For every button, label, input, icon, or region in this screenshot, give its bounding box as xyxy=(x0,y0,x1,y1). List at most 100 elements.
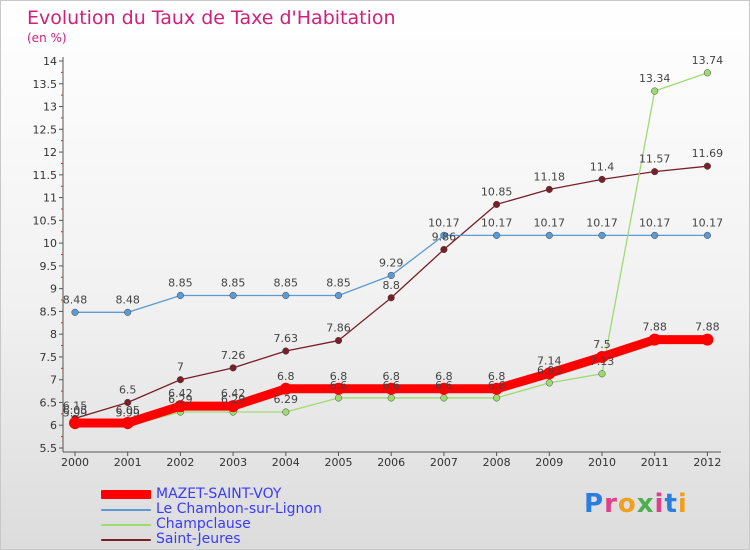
data-label: 6.6 xyxy=(330,379,348,392)
data-label: 6.5 xyxy=(119,383,137,396)
data-label: 8.85 xyxy=(221,276,246,289)
data-point xyxy=(334,337,343,345)
data-point xyxy=(493,200,501,208)
data-point xyxy=(385,382,398,395)
data-label: 6.93 xyxy=(537,364,562,377)
data-label: 6.05 xyxy=(63,404,88,417)
data-label: 6.15 xyxy=(63,399,88,412)
y-tick-label: 10.5 xyxy=(33,214,58,227)
data-point xyxy=(651,87,659,95)
y-tick-label: 6.5 xyxy=(40,396,58,409)
data-label: 7.88 xyxy=(695,321,720,334)
x-tick-label: 2009 xyxy=(535,456,563,469)
data-point xyxy=(279,382,292,395)
data-label: 7.88 xyxy=(642,321,667,334)
x-tick-label: 2003 xyxy=(219,456,247,469)
data-label: 9.29 xyxy=(379,256,404,269)
data-point xyxy=(229,364,237,372)
data-label: 5.99 xyxy=(63,407,88,420)
x-tick-label: 2011 xyxy=(641,456,669,469)
x-tick-label: 2002 xyxy=(166,456,194,469)
data-point xyxy=(598,231,606,239)
x-tick-label: 2008 xyxy=(483,456,511,469)
x-tick-label: 2000 xyxy=(61,456,89,469)
data-point xyxy=(282,291,290,300)
y-tick-label: 7 xyxy=(50,374,57,387)
data-label: 10.17 xyxy=(481,216,513,229)
data-point xyxy=(598,370,606,378)
x-tick-label: 2001 xyxy=(114,456,142,469)
x-tick-label: 2006 xyxy=(377,456,405,469)
data-point xyxy=(227,400,240,413)
data-label: 10.17 xyxy=(428,216,460,229)
logo-letter: P xyxy=(584,489,605,519)
data-label: 6.8 xyxy=(330,370,348,383)
logo-letter: x xyxy=(636,489,655,519)
data-point xyxy=(703,231,711,239)
data-point xyxy=(545,379,553,387)
data-label: 6.29 xyxy=(168,393,193,406)
y-tick-label: 9.5 xyxy=(40,260,58,273)
data-label: 6.8 xyxy=(382,370,400,383)
data-label: 8.85 xyxy=(326,276,351,289)
data-label: 7.14 xyxy=(537,354,562,367)
data-label: 7.26 xyxy=(221,349,246,362)
data-point xyxy=(334,291,343,300)
chart-subtitle: (en %) xyxy=(27,31,67,45)
data-point xyxy=(387,294,395,302)
data-point xyxy=(440,394,448,402)
x-tick-label: 2005 xyxy=(325,456,353,469)
data-label: 6.6 xyxy=(435,379,453,392)
legend-swatch xyxy=(101,539,151,541)
y-tick-label: 8.5 xyxy=(40,305,58,318)
data-label: 8.48 xyxy=(115,293,140,306)
x-tick-label: 2007 xyxy=(430,456,458,469)
y-tick-label: 11.5 xyxy=(33,169,58,182)
y-tick-label: 11 xyxy=(43,192,57,205)
y-tick-label: 9 xyxy=(50,283,57,296)
data-label: 7.5 xyxy=(593,338,611,351)
data-label: 8.85 xyxy=(274,276,299,289)
x-tick-label: 2010 xyxy=(588,456,616,469)
y-tick-label: 13 xyxy=(43,101,57,114)
data-point xyxy=(124,308,132,316)
data-point xyxy=(651,231,659,239)
data-label: 11.57 xyxy=(639,153,671,166)
y-tick-label: 10 xyxy=(43,237,57,250)
data-label: 8.85 xyxy=(168,276,193,289)
data-label: 6.29 xyxy=(274,393,299,406)
y-tick-label: 12.5 xyxy=(33,123,58,136)
legend-label: Saint-Jeures xyxy=(156,531,241,547)
data-label: 11.18 xyxy=(534,170,566,183)
data-label: 7 xyxy=(177,361,184,374)
legend-label: Le Chambon-sur-Lignon xyxy=(156,501,322,517)
data-point xyxy=(543,367,556,380)
data-label: 6.8 xyxy=(435,370,453,383)
data-point xyxy=(71,308,79,316)
data-label: 6.8 xyxy=(277,370,295,383)
data-point xyxy=(282,347,290,355)
logo-letter: i xyxy=(677,489,688,519)
logo-letter: i xyxy=(654,489,665,519)
data-point xyxy=(648,333,661,346)
legend-swatch xyxy=(101,490,151,499)
data-point xyxy=(282,408,290,416)
data-point xyxy=(490,382,503,395)
data-point xyxy=(176,376,184,384)
logo-letter: t xyxy=(664,489,678,519)
legend-swatch xyxy=(101,509,151,511)
data-point xyxy=(121,416,134,429)
y-tick-label: 6 xyxy=(50,419,57,432)
data-point xyxy=(124,398,132,407)
proxiti-logo: Proxiti xyxy=(584,489,688,519)
legend-label: Champclause xyxy=(156,516,251,532)
data-label: 7.63 xyxy=(274,332,299,345)
y-tick-label: 13.5 xyxy=(33,78,58,91)
data-point xyxy=(387,394,395,402)
y-tick-label: 12 xyxy=(43,146,57,159)
data-point xyxy=(703,69,711,77)
data-label: 10.85 xyxy=(481,185,513,198)
logo-letter: r xyxy=(604,489,618,519)
data-label: 7.86 xyxy=(326,322,351,335)
data-label: 6.8 xyxy=(488,370,506,383)
